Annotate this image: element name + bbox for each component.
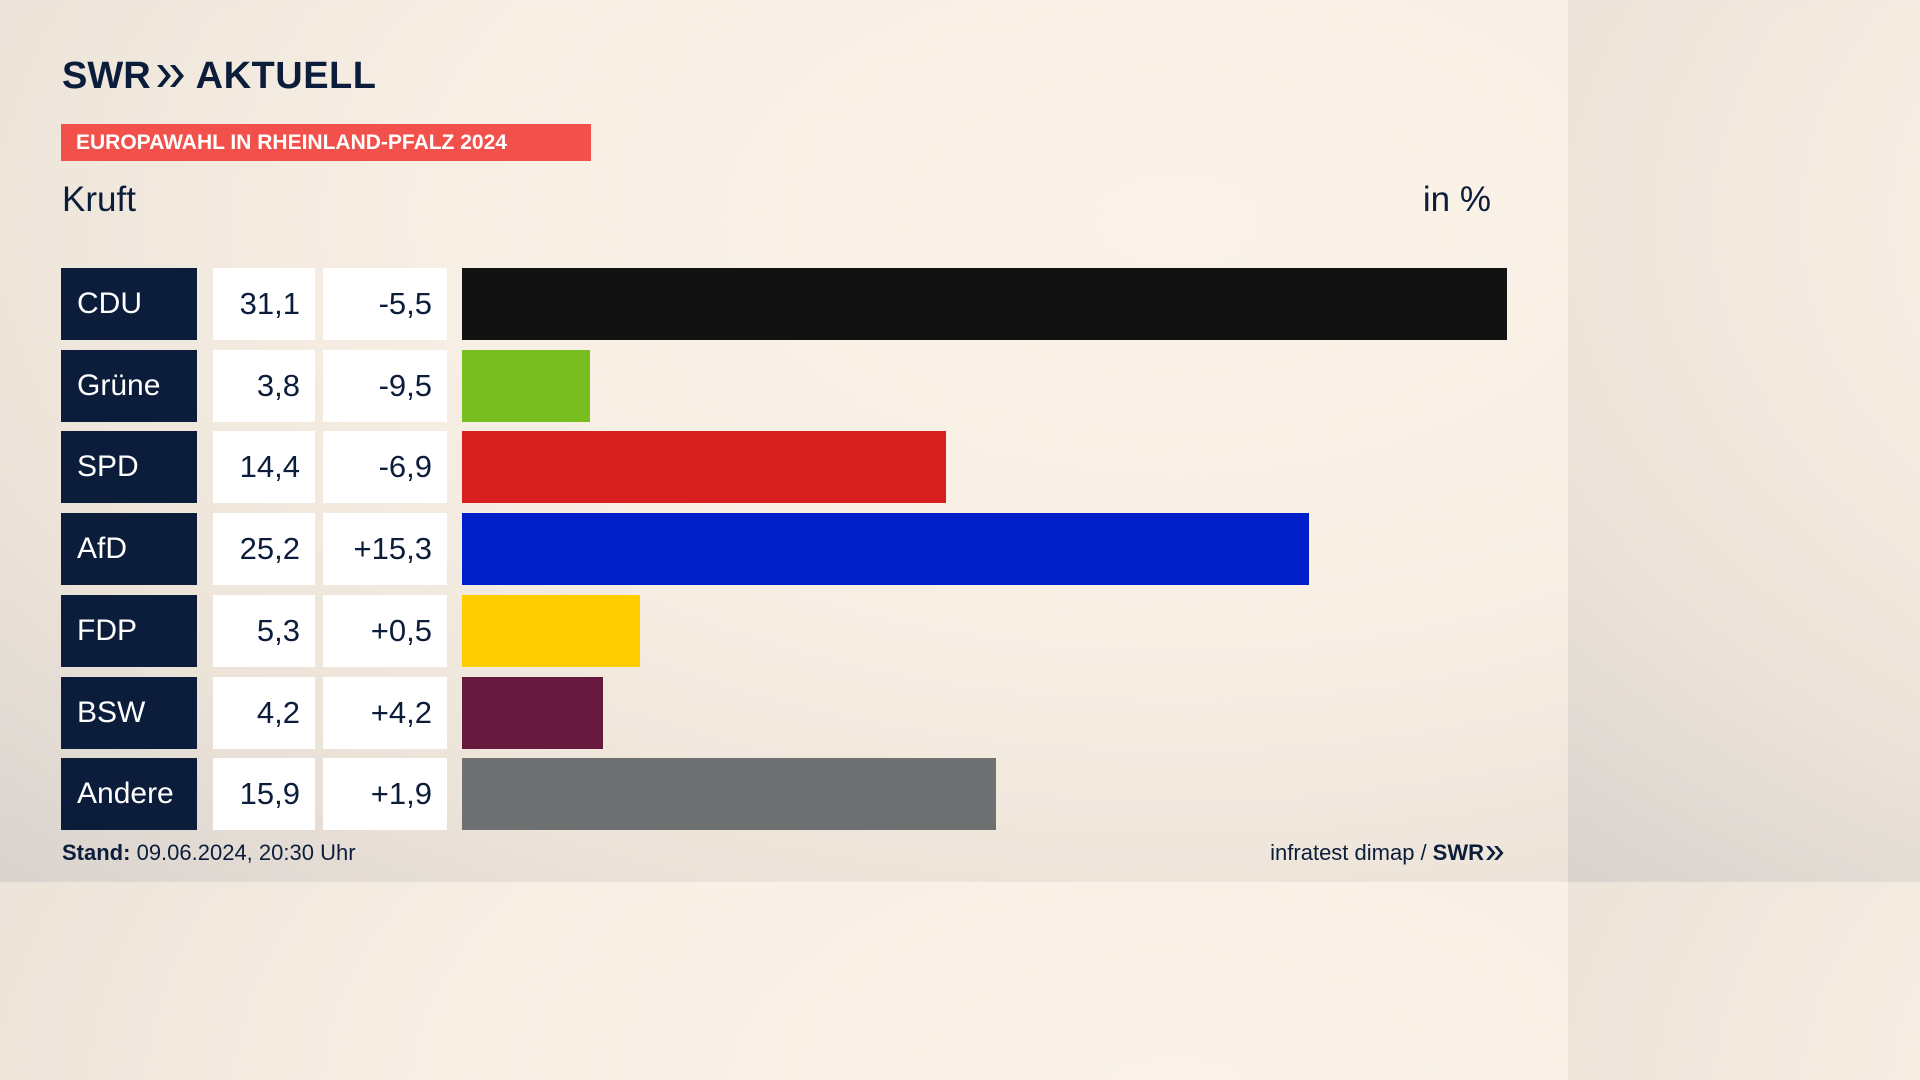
result-row: FDP 5,3 +0,5	[61, 595, 1507, 667]
result-row: Andere 15,9 +1,9	[61, 758, 1507, 830]
result-row: AfD 25,2 +15,3	[61, 513, 1507, 585]
election-banner: EUROPAWAHL IN RHEINLAND-PFALZ 2024	[61, 124, 591, 161]
party-label: Andere	[61, 758, 197, 830]
double-chevron-small-icon	[1485, 843, 1505, 863]
result-bar	[462, 268, 1507, 340]
vote-share: 4,2	[213, 677, 315, 749]
result-row: Grüne 3,8 -9,5	[61, 350, 1507, 422]
vote-change: -5,5	[323, 268, 447, 340]
region-title: Kruft	[62, 180, 136, 219]
party-label: CDU	[61, 268, 197, 340]
result-bar	[462, 350, 590, 422]
result-bar	[462, 431, 946, 503]
vote-share: 25,2	[213, 513, 315, 585]
result-row: SPD 14,4 -6,9	[61, 431, 1507, 503]
result-bar	[462, 758, 996, 830]
vote-change: +0,5	[323, 595, 447, 667]
brand-swr: SWR	[62, 54, 151, 97]
source-brand-text: SWR	[1432, 840, 1484, 865]
party-label: AfD	[61, 513, 197, 585]
vote-change: -6,9	[323, 431, 447, 503]
unit-label: in %	[1422, 180, 1491, 219]
party-label: FDP	[61, 595, 197, 667]
source-brand: SWR	[1433, 840, 1505, 866]
result-bar	[462, 513, 1309, 585]
result-bar	[462, 595, 640, 667]
swr-aktuell-logo: SWR AKTUELL	[62, 54, 376, 98]
party-label: Grüne	[61, 350, 197, 422]
vote-share: 5,3	[213, 595, 315, 667]
vote-share: 3,8	[213, 350, 315, 422]
vote-share: 14,4	[213, 431, 315, 503]
party-label: BSW	[61, 677, 197, 749]
result-bar	[462, 677, 603, 749]
source-text: infratest dimap /	[1270, 840, 1427, 865]
stand-value: 09.06.2024, 20:30 Uhr	[136, 840, 356, 865]
timestamp: Stand: 09.06.2024, 20:30 Uhr	[62, 840, 356, 866]
vote-change: -9,5	[323, 350, 447, 422]
vote-change: +1,9	[323, 758, 447, 830]
stand-label: Stand:	[62, 840, 131, 865]
double-chevron-icon	[154, 59, 188, 93]
result-row: CDU 31,1 -5,5	[61, 268, 1507, 340]
party-label: SPD	[61, 431, 197, 503]
vote-share: 15,9	[213, 758, 315, 830]
source-credit: infratest dimap / SWR	[1270, 840, 1505, 866]
vote-change: +4,2	[323, 677, 447, 749]
result-row: BSW 4,2 +4,2	[61, 677, 1507, 749]
vote-share: 31,1	[213, 268, 315, 340]
brand-aktuell: AKTUELL	[195, 54, 377, 97]
vote-change: +15,3	[323, 513, 447, 585]
